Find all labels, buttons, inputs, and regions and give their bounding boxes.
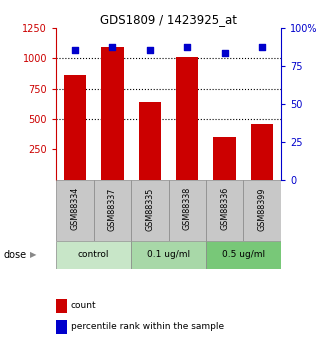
Text: 0.5 ug/ml: 0.5 ug/ml [222, 250, 265, 259]
Bar [206, 241, 281, 269]
Text: ▶: ▶ [30, 250, 36, 259]
Bar [213, 137, 236, 180]
Point [222, 51, 227, 56]
Text: percentile rank within the sample: percentile rank within the sample [71, 322, 224, 331]
Point [185, 45, 190, 50]
Point [72, 48, 77, 53]
Text: GSM88334: GSM88334 [70, 187, 79, 230]
Bar [56, 241, 131, 269]
Point [147, 48, 152, 53]
Bar [251, 125, 273, 180]
Bar [56, 320, 67, 334]
Bar [243, 180, 281, 241]
Text: control: control [78, 250, 109, 259]
Text: count: count [71, 301, 96, 310]
Bar [139, 102, 161, 180]
Bar [206, 180, 243, 241]
Point [260, 45, 265, 50]
Bar [56, 299, 67, 313]
Bar [131, 180, 169, 241]
Bar [169, 180, 206, 241]
Bar [176, 57, 198, 180]
Bar [94, 180, 131, 241]
Bar [56, 180, 94, 241]
Bar [131, 241, 206, 269]
Text: GSM88336: GSM88336 [220, 187, 229, 230]
Text: GSM88337: GSM88337 [108, 187, 117, 230]
Point [110, 45, 115, 50]
Title: GDS1809 / 1423925_at: GDS1809 / 1423925_at [100, 13, 237, 27]
Bar [64, 75, 86, 180]
Text: dose: dose [3, 250, 26, 260]
Bar [101, 47, 124, 180]
Text: GSM88338: GSM88338 [183, 187, 192, 230]
Text: 0.1 ug/ml: 0.1 ug/ml [147, 250, 190, 259]
Text: GSM88399: GSM88399 [258, 187, 267, 231]
Text: GSM88335: GSM88335 [145, 187, 154, 230]
